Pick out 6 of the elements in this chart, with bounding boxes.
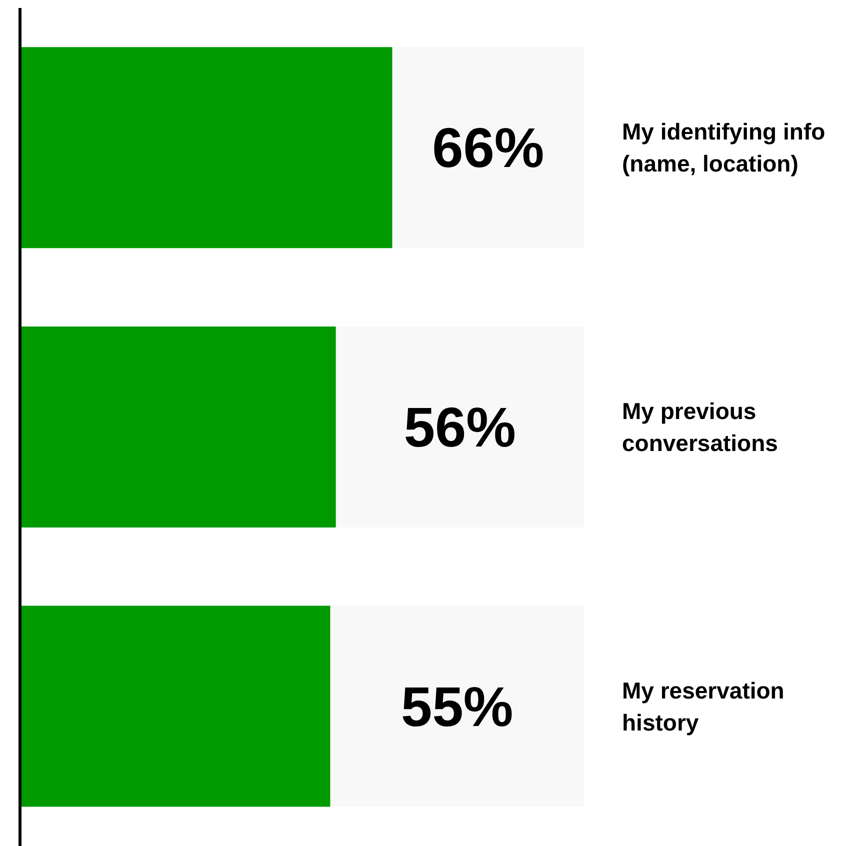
y-tick-label: My reservation history xyxy=(622,677,784,736)
y-tick-label: My identifying info (name, location) xyxy=(622,118,826,177)
y-tick-label: My previous conversations xyxy=(622,398,778,456)
data-label: 66% xyxy=(432,116,544,180)
data-label: 56% xyxy=(404,395,516,458)
data-label: 55% xyxy=(401,674,514,738)
